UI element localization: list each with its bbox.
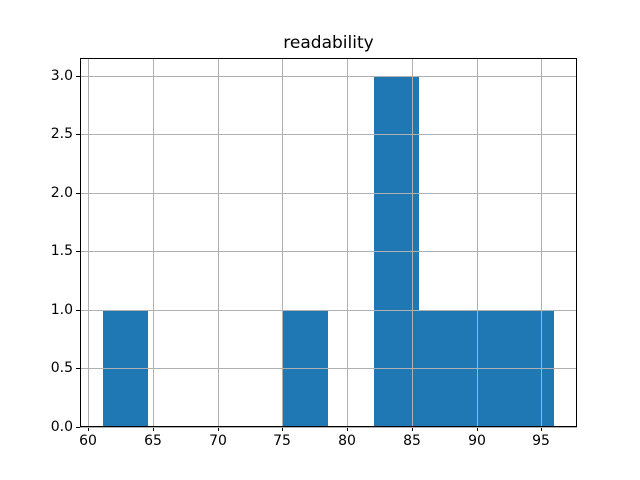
x-tick-label: 95 (532, 433, 550, 449)
x-tick-label: 80 (338, 433, 356, 449)
y-tick-label: 1.0 (50, 302, 73, 318)
gridline-horizontal (80, 251, 577, 252)
x-tick-mark (218, 427, 219, 431)
x-tick-mark (153, 427, 154, 431)
x-tick-mark (347, 427, 348, 431)
y-tick-label: 1.5 (50, 243, 73, 259)
gridline-horizontal (80, 76, 577, 77)
x-tick-mark (477, 427, 478, 431)
gridline-vertical (541, 58, 542, 427)
y-tick-mark (76, 76, 80, 77)
x-tick-mark (541, 427, 542, 431)
y-tick-mark (76, 427, 80, 428)
plot-area (80, 58, 577, 428)
x-tick-label: 75 (273, 433, 291, 449)
gridline-horizontal (80, 310, 577, 311)
y-tick-mark (76, 134, 80, 135)
x-tick-label: 85 (403, 433, 421, 449)
chart-title: readability (283, 33, 374, 53)
gridline-vertical (477, 58, 478, 427)
x-tick-label: 70 (209, 433, 227, 449)
gridline-horizontal (80, 134, 577, 135)
x-tick-mark (88, 427, 89, 431)
y-tick-mark (76, 310, 80, 311)
x-tick-label: 65 (144, 433, 162, 449)
x-tick-mark (282, 427, 283, 431)
y-tick-label: 3.0 (50, 68, 73, 84)
gridline-vertical (218, 58, 219, 427)
gridline-horizontal (80, 368, 577, 369)
gridline-vertical (88, 58, 89, 427)
y-tick-mark (76, 368, 80, 369)
gridline-vertical (347, 58, 348, 427)
y-tick-mark (76, 193, 80, 194)
y-tick-label: 2.5 (50, 126, 73, 142)
y-tick-label: 2.0 (50, 185, 73, 201)
gridline-vertical (153, 58, 154, 427)
x-tick-label: 90 (468, 433, 486, 449)
gridline-vertical (412, 58, 413, 427)
y-tick-mark (76, 251, 80, 252)
gridline-horizontal (80, 193, 577, 194)
x-tick-mark (412, 427, 413, 431)
gridline-vertical (282, 58, 283, 427)
y-tick-label: 0.0 (50, 419, 73, 435)
y-tick-label: 0.5 (50, 360, 73, 376)
x-tick-label: 60 (79, 433, 97, 449)
gridline-horizontal (80, 427, 577, 428)
